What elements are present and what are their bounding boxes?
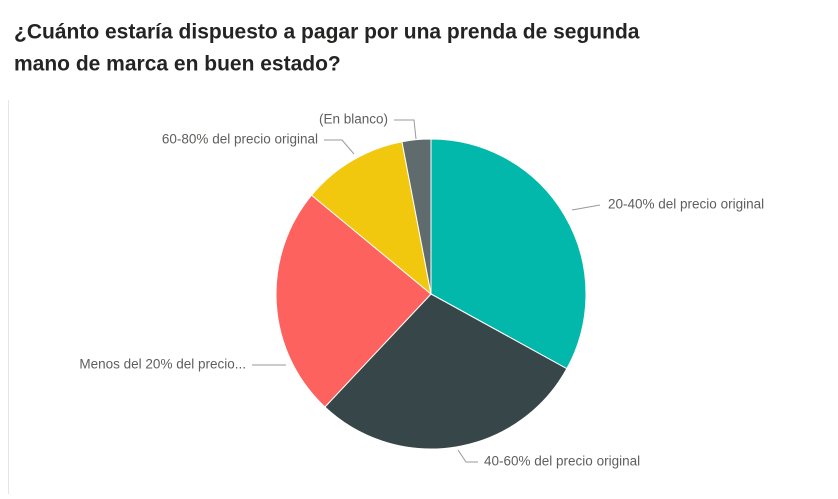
leader-line (324, 139, 355, 155)
pie-slice (401, 138, 432, 295)
pie-slice (310, 141, 432, 296)
pie-slice (275, 194, 432, 408)
pie-slice (430, 138, 587, 370)
slice-label: (En blanco) (319, 112, 388, 127)
slice-label: 60-80% del precio original (162, 132, 318, 147)
pie-slice (324, 293, 568, 450)
leader-line (394, 119, 417, 140)
chart-title: ¿Cuánto estaría dispuesto a pagar por un… (14, 21, 640, 44)
slice-label: Menos del 20% del precio... (79, 357, 246, 372)
leader-line (457, 449, 478, 463)
chart-title: mano de marca en buen estado? (14, 53, 341, 76)
slice-label: 40-60% del precio original (484, 454, 640, 469)
leader-line (571, 204, 601, 211)
slice-label: 20-40% del precio original (608, 197, 764, 212)
